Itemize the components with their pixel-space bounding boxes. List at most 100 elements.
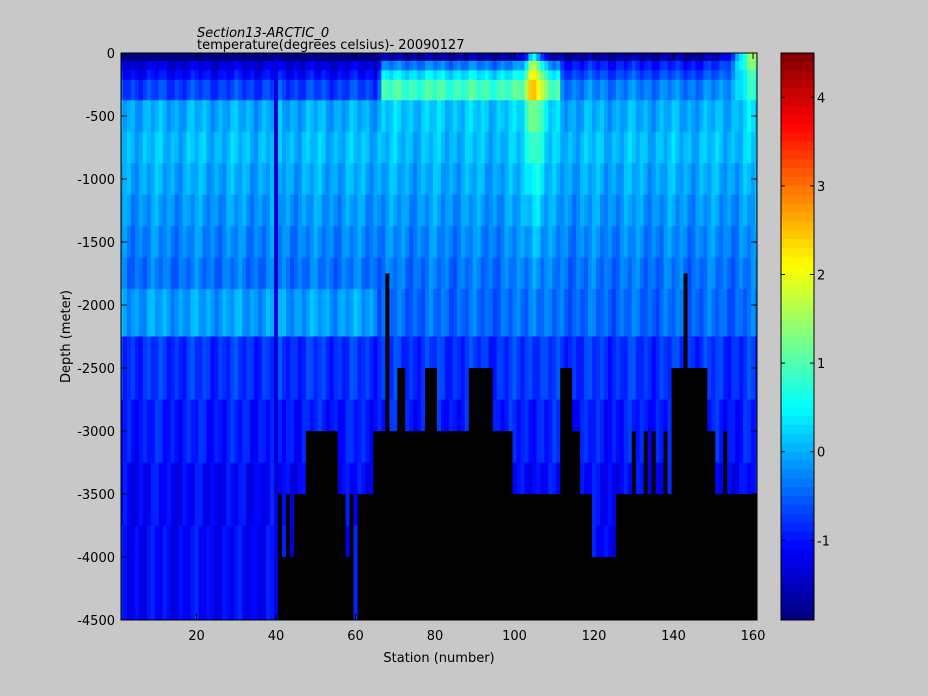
heatmap-cell bbox=[293, 163, 299, 196]
heatmap-cell bbox=[293, 53, 299, 62]
heatmap-cell bbox=[496, 194, 502, 227]
colorbar-swatch bbox=[781, 504, 814, 515]
heatmap-cell bbox=[755, 60, 758, 71]
heatmap-cell bbox=[270, 289, 275, 337]
heatmap-cell bbox=[361, 163, 366, 196]
heatmap-cell bbox=[552, 53, 557, 62]
heatmap-cell bbox=[170, 336, 176, 400]
heatmap-cell bbox=[572, 226, 577, 259]
heatmap-cell bbox=[150, 289, 156, 337]
heatmap-cell bbox=[492, 131, 498, 164]
heatmap-cell bbox=[584, 53, 589, 62]
heatmap-cell bbox=[321, 289, 327, 337]
seafloor-mask bbox=[309, 431, 315, 620]
seafloor-mask bbox=[703, 368, 708, 620]
heatmap-cell bbox=[250, 70, 255, 81]
heatmap-cell bbox=[437, 257, 442, 290]
heatmap-cell bbox=[576, 79, 581, 101]
heatmap-cell bbox=[739, 100, 744, 133]
heatmap-cell bbox=[154, 163, 160, 196]
heatmap-cell bbox=[560, 79, 565, 101]
seafloor-mask bbox=[707, 431, 712, 620]
colorbar-swatch bbox=[781, 513, 814, 524]
colorbar-swatch bbox=[781, 566, 814, 577]
heatmap-cell bbox=[242, 100, 247, 133]
heatmap-cell bbox=[743, 100, 748, 133]
heatmap-cell bbox=[158, 336, 164, 400]
heatmap-cell bbox=[397, 226, 402, 259]
heatmap-cell bbox=[508, 70, 513, 81]
heatmap-cell bbox=[417, 336, 422, 400]
heatmap-cell bbox=[170, 399, 176, 463]
heatmap-cell bbox=[198, 79, 203, 101]
heatmap-cell bbox=[337, 60, 343, 71]
heatmap-cell bbox=[464, 163, 470, 196]
heatmap-cell bbox=[560, 70, 565, 81]
heatmap-cell bbox=[226, 194, 231, 227]
heatmap-cell bbox=[234, 131, 239, 164]
heatmap-cell bbox=[707, 131, 712, 164]
heatmap-cell bbox=[627, 289, 633, 337]
heatmap-cell bbox=[341, 100, 346, 133]
heatmap-cell bbox=[437, 399, 442, 432]
heatmap-cell bbox=[353, 257, 358, 290]
heatmap-cell bbox=[588, 79, 593, 101]
heatmap-cell bbox=[603, 194, 609, 227]
heatmap-cell bbox=[258, 257, 263, 290]
seafloor-mask bbox=[564, 368, 569, 620]
heatmap-cell bbox=[134, 194, 140, 227]
heatmap-cell bbox=[365, 53, 370, 62]
seafloor-mask bbox=[655, 494, 661, 620]
heatmap-cell bbox=[480, 163, 486, 196]
heatmap-cell bbox=[373, 399, 378, 432]
heatmap-cell bbox=[663, 131, 668, 164]
heatmap-cell bbox=[512, 131, 517, 164]
colorbar-swatch bbox=[781, 212, 814, 222]
heatmap-cell bbox=[198, 131, 203, 164]
heatmap-cell bbox=[611, 70, 617, 81]
heatmap-cell bbox=[564, 53, 569, 62]
colorbar-swatch bbox=[781, 460, 814, 470]
heatmap-cell bbox=[719, 70, 724, 81]
heatmap-cell bbox=[242, 60, 247, 71]
colorbar-swatch bbox=[781, 371, 814, 382]
heatmap-cell bbox=[703, 336, 708, 369]
heatmap-cell bbox=[627, 226, 633, 259]
heatmap-cell bbox=[580, 70, 585, 81]
heatmap-cell bbox=[122, 79, 128, 101]
heatmap-cell bbox=[552, 226, 557, 259]
heatmap-cell bbox=[619, 60, 625, 71]
heatmap-cell bbox=[719, 257, 724, 290]
heatmap-cell bbox=[353, 163, 358, 196]
seafloor-mask bbox=[675, 368, 680, 620]
heatmap-cell bbox=[603, 131, 609, 164]
heatmap-cell bbox=[611, 462, 617, 526]
heatmap-cell bbox=[512, 194, 517, 227]
heatmap-cell bbox=[751, 257, 756, 290]
heatmap-cell bbox=[719, 289, 724, 337]
heatmap-cell bbox=[488, 70, 494, 81]
heatmap-cell bbox=[528, 53, 533, 62]
heatmap-cell bbox=[321, 194, 327, 227]
heatmap-cell bbox=[655, 462, 661, 495]
heatmap-cell bbox=[568, 163, 573, 196]
heatmap-cell bbox=[254, 336, 259, 400]
heatmap-cell bbox=[564, 336, 569, 369]
heatmap-cell bbox=[663, 226, 668, 259]
colorbar-swatch bbox=[781, 416, 814, 426]
heatmap-cell bbox=[142, 53, 148, 62]
colorbar-swatch bbox=[781, 256, 814, 267]
seafloor-mask bbox=[699, 368, 704, 620]
heatmap-cell bbox=[166, 336, 172, 400]
heatmap-cell bbox=[337, 131, 343, 164]
heatmap-cell bbox=[667, 79, 672, 101]
heatmap-cell bbox=[409, 131, 414, 164]
heatmap-cell bbox=[405, 53, 410, 62]
heatmap-cell bbox=[588, 399, 593, 463]
heatmap-cell bbox=[230, 70, 235, 81]
heatmap-cell bbox=[345, 53, 350, 62]
heatmap-cell bbox=[635, 53, 641, 62]
heatmap-cell bbox=[242, 289, 247, 337]
heatmap-cell bbox=[651, 399, 657, 432]
heatmap-cell bbox=[516, 226, 521, 259]
